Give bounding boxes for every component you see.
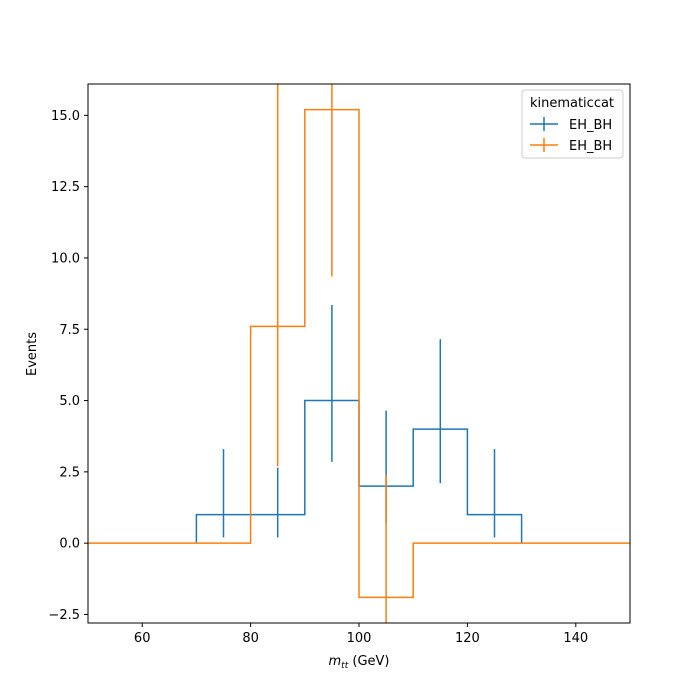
y-tick-label: 15.0 bbox=[51, 109, 80, 124]
legend-label-2: EH_BH bbox=[569, 139, 612, 154]
y-axis-label: Events bbox=[25, 332, 40, 376]
y-tick-label: 2.5 bbox=[59, 465, 80, 480]
series-2 bbox=[88, 84, 630, 623]
legend-label-1: EH_BH bbox=[569, 118, 612, 133]
legend-title: kinematiccat bbox=[530, 96, 614, 111]
x-tick-label: 100 bbox=[347, 631, 372, 646]
series-layer bbox=[88, 84, 630, 623]
y-tick-label: 12.5 bbox=[51, 180, 80, 195]
y-tick-label: 0.0 bbox=[59, 537, 80, 552]
x-axis: 60 80 100 120 140 bbox=[134, 623, 588, 646]
y-tick-label: 5.0 bbox=[59, 394, 80, 409]
x-tick-label: 140 bbox=[563, 631, 588, 646]
x-axis-label-subscript: tt bbox=[341, 661, 349, 671]
y-tick-label: 10.0 bbox=[51, 251, 80, 266]
x-axis-label-unit: (GeV) bbox=[348, 654, 389, 669]
x-axis-label: mtt (GeV) bbox=[329, 654, 390, 671]
x-tick-label: 120 bbox=[455, 631, 480, 646]
series-2-step-line bbox=[88, 108, 630, 599]
legend-entry-2: EH_BH bbox=[530, 138, 612, 154]
x-tick-label: 60 bbox=[134, 631, 151, 646]
x-tick-label: 80 bbox=[242, 631, 259, 646]
legend: kinematiccat EH_BH EH_BH bbox=[521, 89, 624, 159]
legend-box bbox=[521, 89, 624, 159]
legend-entry-1: EH_BH bbox=[530, 117, 612, 133]
y-tick-label: −2.5 bbox=[48, 608, 80, 623]
y-axis: −2.5 0.0 2.5 5.0 7.5 10.0 12.5 15.0 bbox=[48, 109, 88, 623]
x-axis-label-main: m bbox=[329, 654, 342, 669]
y-tick-label: 7.5 bbox=[59, 323, 80, 338]
